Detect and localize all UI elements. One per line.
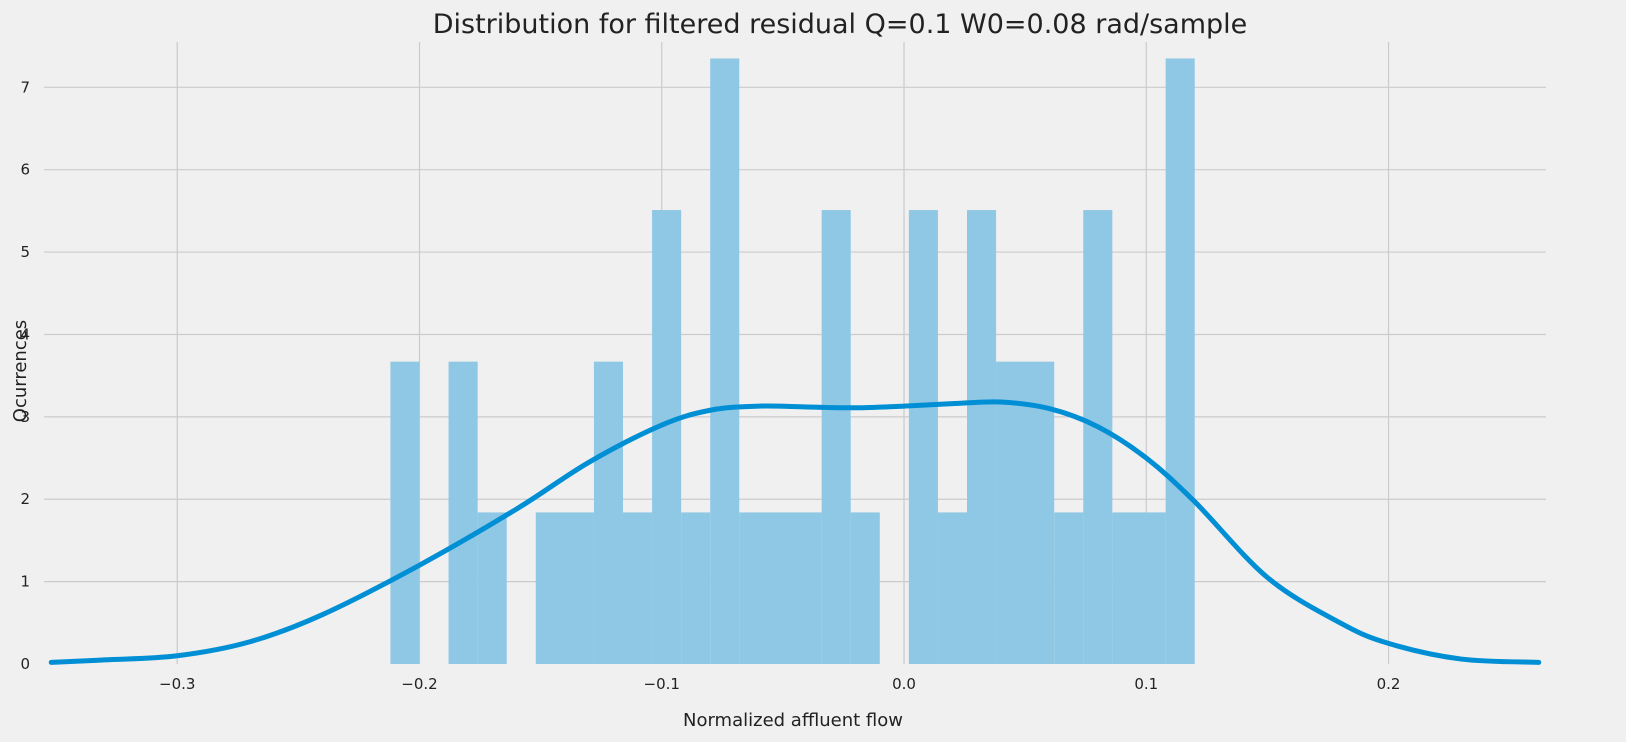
- histogram-bar: [821, 210, 851, 664]
- histogram-bars: [390, 58, 1195, 665]
- histogram-bar: [850, 512, 880, 664]
- histogram-bar: [477, 512, 507, 664]
- histogram-bar: [1054, 512, 1084, 664]
- histogram-bar: [996, 361, 1055, 664]
- y-tick-label: 0: [20, 655, 30, 673]
- histogram-bar: [652, 210, 682, 664]
- histogram-bar: [937, 512, 968, 664]
- x-tick-label: 0.1: [1134, 675, 1158, 693]
- y-tick-label: 7: [20, 78, 30, 96]
- y-tick-label: 4: [20, 325, 30, 343]
- histogram-bar: [908, 210, 938, 664]
- x-tick-labels: −0.3 −0.2 −0.1 0.0 0.1 0.2: [159, 675, 1400, 693]
- x-tick-label: −0.3: [159, 675, 195, 693]
- y-tick-label: 5: [20, 243, 30, 261]
- histogram-bar: [1112, 512, 1166, 664]
- y-tick-label: 6: [20, 161, 30, 179]
- histogram-bar: [448, 361, 478, 664]
- x-tick-label: −0.2: [401, 675, 437, 693]
- x-tick-label: 0.2: [1377, 675, 1401, 693]
- histogram-bar: [710, 58, 740, 665]
- kde-curve: [48, 399, 1542, 665]
- x-axis-label: Normalized affluent flow: [683, 710, 903, 731]
- x-tick-label: 0.0: [892, 675, 916, 693]
- histogram-bar: [681, 512, 711, 664]
- y-tick-label: 3: [20, 408, 30, 426]
- histogram-bar: [967, 210, 997, 664]
- histogram-bar: [593, 361, 623, 664]
- histogram-bar: [1165, 58, 1195, 665]
- histogram-bar: [622, 512, 653, 664]
- chart-title: Distribution for filtered residual Q=0.1…: [433, 9, 1248, 40]
- histogram-bar: [390, 361, 420, 664]
- histogram-bar: [739, 512, 822, 664]
- y-tick-label: 2: [20, 490, 30, 508]
- y-axis-label: Ocurrences: [10, 320, 31, 422]
- grid: [44, 42, 1546, 664]
- y-tick-label: 1: [20, 573, 30, 591]
- y-tick-labels: 0 1 2 3 4 5 6 7: [20, 78, 30, 673]
- x-tick-label: −0.1: [644, 675, 680, 693]
- histogram-bar: [1083, 210, 1113, 664]
- histogram-bar: [535, 512, 594, 664]
